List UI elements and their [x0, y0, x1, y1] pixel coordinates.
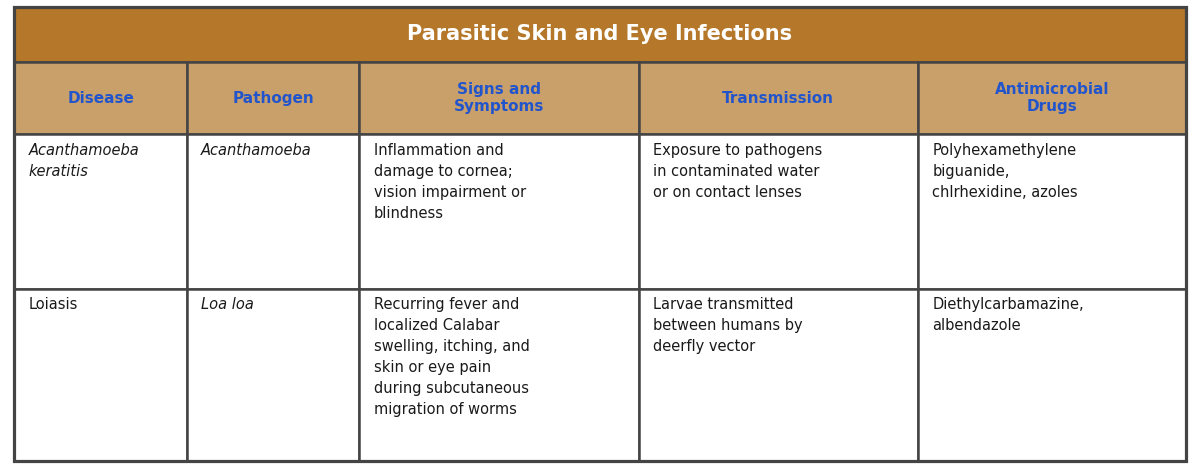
Text: Signs and
Symptoms: Signs and Symptoms	[454, 82, 544, 114]
Text: Polyhexamethylene
biguanide,
chlrhexidine, azoles: Polyhexamethylene biguanide, chlrhexidin…	[932, 143, 1078, 200]
Bar	[638, 134, 918, 289]
Bar	[187, 289, 359, 461]
Bar	[359, 289, 638, 461]
Bar	[14, 7, 1186, 62]
Bar	[359, 62, 638, 134]
Text: Larvae transmitted
between humans by
deerfly vector: Larvae transmitted between humans by dee…	[653, 297, 803, 354]
Text: Exposure to pathogens
in contaminated water
or on contact lenses: Exposure to pathogens in contaminated wa…	[653, 143, 822, 200]
Bar	[187, 62, 359, 134]
Bar	[187, 134, 359, 289]
Bar	[14, 134, 187, 289]
Text: Acanthamoeba
keratitis: Acanthamoeba keratitis	[29, 143, 139, 179]
Bar	[14, 289, 187, 461]
Text: Diethylcarbamazine,
albendazole: Diethylcarbamazine, albendazole	[932, 297, 1084, 333]
Text: Acanthamoeba: Acanthamoeba	[202, 143, 312, 158]
Text: Parasitic Skin and Eye Infections: Parasitic Skin and Eye Infections	[408, 24, 792, 44]
Text: Recurring fever and
localized Calabar
swelling, itching, and
skin or eye pain
du: Recurring fever and localized Calabar sw…	[373, 297, 529, 417]
Bar	[359, 134, 638, 289]
Bar	[918, 134, 1186, 289]
Bar	[918, 62, 1186, 134]
Text: Loiasis: Loiasis	[29, 297, 78, 312]
Bar	[638, 62, 918, 134]
Bar	[918, 289, 1186, 461]
Text: Antimicrobial
Drugs: Antimicrobial Drugs	[995, 82, 1109, 114]
Text: Loa loa: Loa loa	[202, 297, 254, 312]
Bar	[14, 62, 187, 134]
Text: Transmission: Transmission	[722, 90, 834, 106]
Text: Pathogen: Pathogen	[232, 90, 314, 106]
Bar	[638, 289, 918, 461]
Text: Inflammation and
damage to cornea;
vision impairment or
blindness: Inflammation and damage to cornea; visio…	[373, 143, 526, 221]
Text: Disease: Disease	[67, 90, 134, 106]
